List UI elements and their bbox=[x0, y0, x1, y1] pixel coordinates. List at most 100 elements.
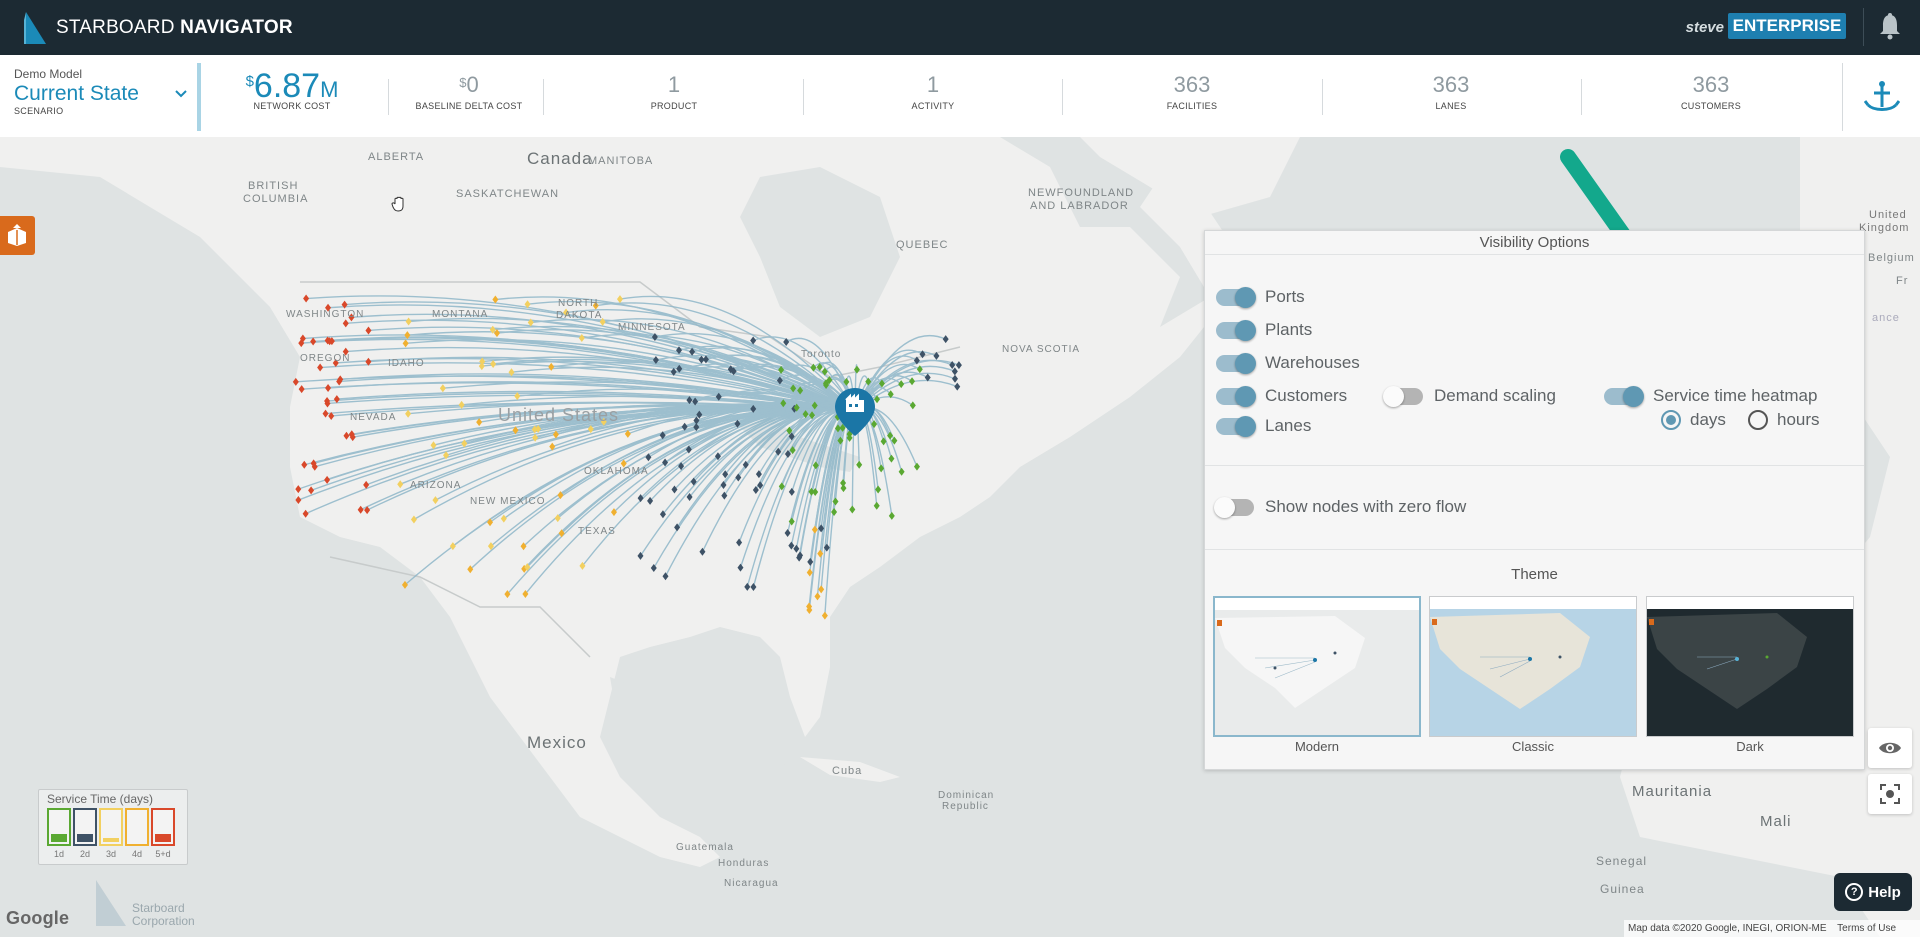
customer-node bbox=[715, 392, 722, 401]
customer-node bbox=[818, 585, 825, 594]
customer-node bbox=[681, 422, 688, 431]
customer-node bbox=[549, 442, 556, 451]
customer-node bbox=[410, 515, 417, 524]
stat-baseline-delta: $0 BASELINE DELTA COST bbox=[404, 71, 534, 111]
customer-node bbox=[891, 436, 898, 445]
legend-swatch-4d bbox=[125, 808, 149, 846]
toggle-ports[interactable]: Ports bbox=[1216, 286, 1305, 308]
toggle-switch[interactable] bbox=[1216, 415, 1256, 437]
customer-node bbox=[873, 501, 880, 510]
customer-node bbox=[659, 431, 666, 440]
customer-node bbox=[919, 350, 926, 359]
customer-node bbox=[951, 367, 958, 376]
theme-thumb-classic[interactable] bbox=[1429, 596, 1637, 737]
customer-node bbox=[755, 470, 762, 479]
lane-line bbox=[511, 366, 856, 413]
customer-node bbox=[807, 557, 814, 566]
left-panel-tab[interactable] bbox=[0, 216, 35, 255]
radio-label: days bbox=[1690, 410, 1726, 429]
legend-swatch-5d bbox=[151, 808, 175, 846]
map-label: Nicaragua bbox=[724, 878, 779, 889]
customer-node bbox=[816, 363, 823, 372]
radio-hours[interactable]: hours bbox=[1748, 410, 1820, 430]
map-label: Mauritania bbox=[1632, 783, 1713, 800]
toggle-switch[interactable] bbox=[1214, 496, 1254, 518]
customer-node bbox=[823, 543, 830, 552]
app-logo[interactable]: STARBOARD NAVIGATOR bbox=[22, 9, 293, 47]
top-divider bbox=[1863, 8, 1864, 46]
customer-node bbox=[831, 507, 838, 516]
terms-link[interactable]: Terms of Use bbox=[1837, 923, 1897, 934]
customer-node bbox=[898, 380, 905, 389]
map-canvas[interactable] bbox=[0, 137, 1920, 937]
stat-value: 0 bbox=[466, 72, 479, 97]
toggle-demand-scaling[interactable]: Demand scaling bbox=[1383, 385, 1556, 407]
customer-node bbox=[524, 300, 531, 309]
customer-node bbox=[616, 295, 623, 304]
ship-wheel-icon[interactable] bbox=[1864, 79, 1900, 113]
customer-node bbox=[734, 419, 741, 428]
customer-node bbox=[563, 308, 570, 317]
visibility-button[interactable] bbox=[1868, 728, 1912, 768]
stat-unit: M bbox=[320, 77, 339, 102]
sailboat-watermark-icon bbox=[96, 880, 126, 926]
toggle-plants[interactable]: Plants bbox=[1216, 319, 1312, 341]
scenario-model: Demo Model bbox=[14, 67, 83, 81]
radio-button[interactable] bbox=[1661, 410, 1681, 430]
network-map[interactable]: Canada ALBERTA BRITISH COLUMBIA MANITOBA… bbox=[0, 137, 1920, 937]
map-label: ance bbox=[1872, 312, 1900, 324]
toggle-switch[interactable] bbox=[1216, 319, 1256, 341]
toggle-switch[interactable] bbox=[1604, 385, 1644, 407]
customer-node bbox=[324, 475, 331, 484]
customer-node bbox=[810, 363, 817, 372]
customer-node bbox=[522, 589, 529, 598]
map-label: Cuba bbox=[832, 765, 863, 777]
map-label: Dominican bbox=[938, 790, 995, 801]
radio-button[interactable] bbox=[1748, 410, 1768, 430]
toggle-zero-flow[interactable]: Show nodes with zero flow bbox=[1214, 496, 1466, 518]
customer-node bbox=[797, 551, 804, 560]
customer-node bbox=[811, 401, 818, 410]
customer-node bbox=[744, 582, 751, 591]
customer-node bbox=[343, 431, 350, 440]
toggle-switch[interactable] bbox=[1216, 385, 1256, 407]
legend-swatch-2d bbox=[73, 808, 97, 846]
customer-node bbox=[690, 477, 697, 486]
toggle-customers[interactable]: Customers bbox=[1216, 385, 1347, 407]
customer-node bbox=[736, 538, 743, 547]
customer-node bbox=[696, 410, 703, 419]
enterprise-badge[interactable]: ENTERPRISE bbox=[1728, 13, 1846, 39]
customer-node bbox=[693, 416, 700, 425]
customer-node bbox=[778, 482, 785, 491]
visibility-options-panel: Visibility Options Ports Plants Warehous… bbox=[1204, 230, 1865, 770]
lane-line bbox=[595, 302, 856, 413]
toggle-switch[interactable] bbox=[1216, 286, 1256, 308]
toggle-switch[interactable] bbox=[1216, 352, 1256, 374]
customer-node bbox=[880, 437, 887, 446]
customer-node bbox=[793, 544, 800, 553]
toggle-service-time-heatmap[interactable]: Service time heatmap bbox=[1604, 385, 1817, 407]
customer-node bbox=[806, 568, 813, 577]
toggle-lanes[interactable]: Lanes bbox=[1216, 415, 1312, 437]
theme-preview-classic bbox=[1430, 597, 1636, 736]
theme-thumb-dark[interactable] bbox=[1646, 596, 1854, 737]
customer-node bbox=[840, 484, 847, 493]
help-button[interactable]: ? Help bbox=[1834, 873, 1912, 911]
fit-view-button[interactable] bbox=[1868, 774, 1912, 814]
customer-node bbox=[478, 362, 485, 371]
toggle-switch[interactable] bbox=[1383, 385, 1423, 407]
toggle-label: Lanes bbox=[1265, 416, 1312, 435]
customer-node bbox=[812, 461, 819, 470]
chevron-down-icon[interactable] bbox=[174, 89, 188, 99]
bell-icon[interactable] bbox=[1877, 12, 1903, 40]
toggle-warehouses[interactable]: Warehouses bbox=[1216, 352, 1360, 374]
customer-node bbox=[727, 365, 734, 374]
customer-node bbox=[698, 355, 705, 364]
map-label: MINNESOTA bbox=[618, 322, 686, 333]
radio-days[interactable]: days bbox=[1661, 410, 1726, 430]
customer-node bbox=[489, 325, 496, 334]
scenario-selector[interactable]: Demo Model Current State SCENARIO bbox=[14, 67, 194, 116]
map-label: OKLAHOMA bbox=[584, 466, 649, 477]
theme-thumb-modern[interactable] bbox=[1213, 596, 1421, 737]
customer-node bbox=[348, 430, 355, 439]
